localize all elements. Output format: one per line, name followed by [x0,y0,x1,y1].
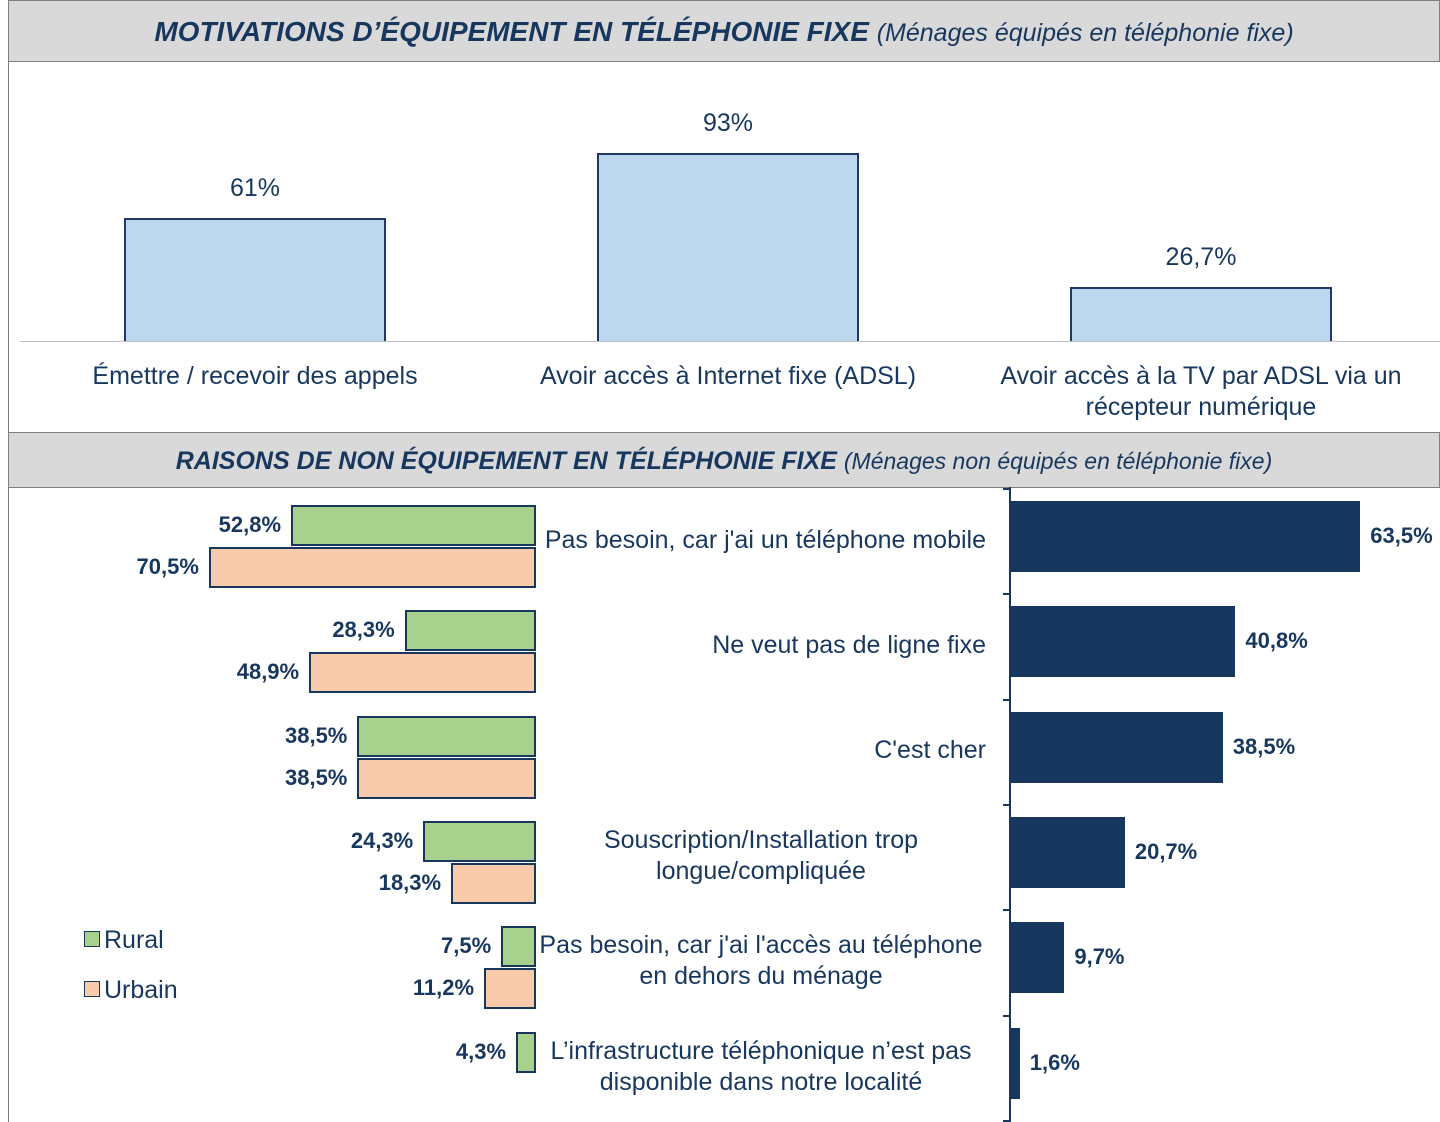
bar [309,652,536,694]
x-tick-label: Avoir accès à Internet fixe (ADSL) [539,362,917,390]
category-text: C'est cher [874,736,986,765]
category-label: C'est cher [520,735,986,766]
frame [8,488,9,1122]
header-1: MOTIVATIONS D’ÉQUIPEMENT EN TÉLÉPHONIE F… [8,0,1440,62]
value-label: 38,5% [1232,733,1296,759]
value-label: 52,8% [218,512,282,537]
bar [1070,287,1332,341]
legend-swatch [84,981,100,997]
x-tick-label: Émettre / recevoir des appels [92,362,418,390]
separator-tick [1003,698,1011,701]
subtitle: (Ménages non équipés en téléphonie fixe) [843,448,1273,474]
value-label: 40,8% [1245,628,1308,654]
separator-tick [1003,803,1011,806]
bar [501,926,536,968]
value-label: 61% [229,173,281,202]
value-label: 26,7% [1165,243,1237,272]
frame [8,62,9,432]
bar [423,820,536,862]
bar [357,715,536,757]
category-text: Pas besoin, car j'ai l'accès au téléphon… [539,931,983,991]
legend-item: Urbain [84,976,178,1005]
value-label: 1,6% [1029,1049,1080,1075]
bar [291,505,536,546]
separator-tick [1003,1119,1011,1122]
legend-swatch [84,931,100,947]
legend-item: Rural [84,926,164,955]
separator-tick [1003,909,1011,912]
value-label: 28,3% [332,617,395,643]
bar [484,968,536,1010]
bar [1011,922,1065,994]
value-label: 70,5% [136,554,199,579]
value-label: 38,5% [284,764,348,790]
category-text: Pas besoin, car j'ai un téléphone mobile [544,525,986,554]
bar [1011,816,1125,888]
bar [1011,606,1236,678]
title: RAISONS DE NON ÉQUIPEMENT EN TÉLÉPHONIE … [175,447,837,475]
value-label: 93% [702,109,754,138]
value-label: 38,5% [284,722,348,748]
category-label: Ne veut pas de ligne fixe [520,630,986,661]
x-tick-label: Avoir accès à la TV par ADSL via un réce… [1000,362,1402,421]
value-label: 20,7% [1134,838,1198,864]
title: MOTIVATIONS D’ÉQUIPEMENT EN TÉLÉPHONIE F… [154,16,869,47]
value-label: 24,3% [350,827,414,853]
category-label: Pas besoin, car j'ai un téléphone mobile [520,525,986,556]
baseline [20,341,1440,342]
separator-tick [1003,1014,1011,1017]
value-label: 4,3% [455,1038,507,1064]
bar [404,610,536,652]
category-label: Pas besoin, car j'ai l'accès au téléphon… [520,930,986,992]
bar [597,153,859,341]
category-text: L’infrastructure téléphonique n’est pas … [550,1036,972,1096]
value-label: 11,2% [412,975,475,1001]
separator-tick [1003,488,1011,490]
category-text: Souscription/Installation trop longue/co… [603,825,919,885]
bar [1011,1027,1020,1099]
separator-tick [1003,593,1011,596]
subtitle: (Ménages équipés en téléphonie fixe) [876,19,1294,47]
bar [1011,711,1223,783]
value-label: 48,9% [236,659,300,685]
header-2: RAISONS DE NON ÉQUIPEMENT EN TÉLÉPHONIE … [8,432,1440,488]
bar [357,757,536,799]
bar [1011,501,1361,572]
value-label: 9,7% [1074,944,1125,970]
category-label: L’infrastructure téléphonique n’est pas … [520,1036,986,1098]
value-label: 63,5% [1370,523,1433,548]
bar [516,1031,536,1073]
value-label: 7,5% [441,933,492,959]
category-label: Souscription/Installation trop longue/co… [520,825,986,887]
legend-label: Rural [104,926,164,954]
bar [208,547,536,588]
bar [451,862,536,904]
bar [124,217,386,341]
value-label: 18,3% [378,869,442,895]
category-text: Ne veut pas de ligne fixe [712,630,986,659]
legend-label: Urbain [104,976,178,1004]
